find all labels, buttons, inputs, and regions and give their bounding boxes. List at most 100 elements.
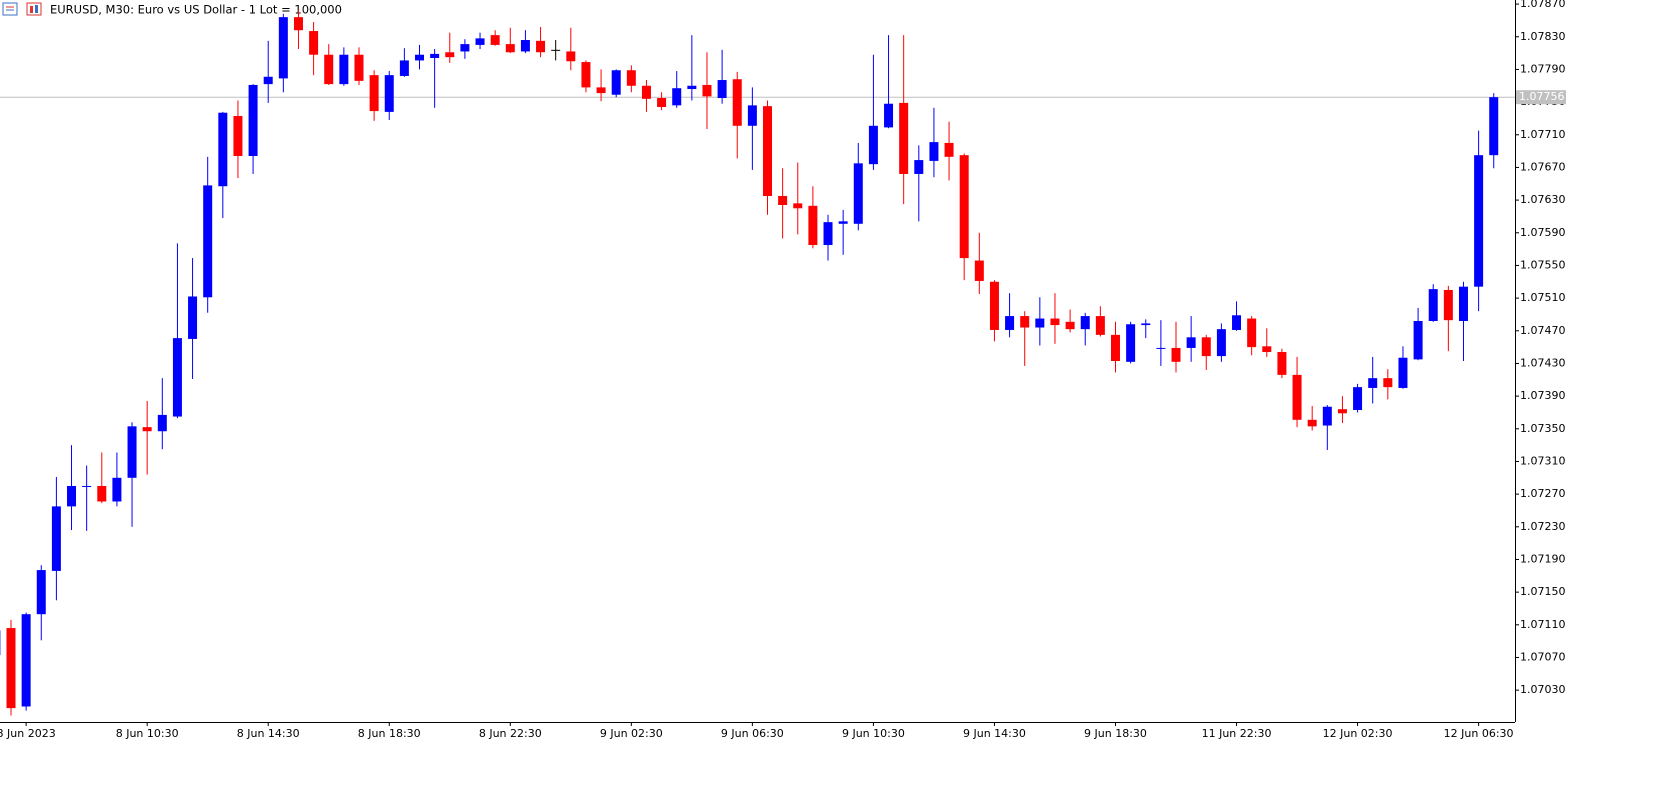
candle-body: [1458, 286, 1468, 321]
candle-body: [82, 485, 92, 487]
y-tick-label: 1.07270: [1520, 487, 1566, 500]
candle-body: [97, 485, 107, 502]
x-tick-label: 9 Jun 14:30: [963, 727, 1026, 740]
candle-body: [899, 102, 909, 174]
candle-body: [67, 485, 77, 507]
candle-body: [763, 106, 772, 197]
y-tick-label: 1.07670: [1520, 160, 1566, 173]
current-price-label: 1.07756: [1519, 90, 1565, 103]
y-tick-label: 1.07870: [1520, 0, 1566, 10]
x-tick-label: 9 Jun 02:30: [600, 727, 663, 740]
candle-body: [1489, 97, 1499, 156]
candle-body: [505, 44, 515, 53]
candle-body: [172, 338, 182, 417]
candle-body: [1307, 419, 1317, 427]
candle-body: [475, 38, 485, 45]
candle-body: [672, 88, 682, 106]
candle-body: [793, 203, 803, 209]
candle-body: [868, 125, 878, 165]
candle-body: [36, 570, 46, 615]
x-tick-label: 11 Jun 22:30: [1202, 727, 1272, 740]
candle-body: [354, 54, 364, 81]
candle-body: [1428, 289, 1438, 321]
candle-body: [1186, 337, 1196, 348]
x-tick-label: 9 Jun 06:30: [721, 727, 784, 740]
candle-body: [1095, 316, 1105, 335]
candle-body: [1443, 289, 1453, 321]
candle-body: [944, 142, 954, 157]
icon: [26, 2, 42, 16]
candle-body: [1277, 352, 1287, 375]
candle-body: [6, 628, 16, 709]
candle-body: [929, 142, 939, 161]
candle-body: [853, 163, 863, 224]
candle-body: [1035, 318, 1045, 328]
candle-body: [324, 54, 334, 85]
x-tick-label: 8 Jun 2023: [0, 727, 56, 740]
candle-body: [399, 60, 409, 76]
x-tick-label: 12 Jun 02:30: [1323, 727, 1393, 740]
y-tick-label: 1.07590: [1520, 226, 1566, 239]
y-tick-label: 1.07630: [1520, 193, 1566, 206]
candle-body: [1232, 315, 1242, 330]
icon-bar: [30, 6, 33, 13]
y-tick-label: 1.07350: [1520, 422, 1566, 435]
candle-body: [778, 196, 788, 206]
x-tick-label: 8 Jun 18:30: [358, 727, 421, 740]
candle-body: [626, 70, 636, 86]
candle-body: [21, 614, 31, 707]
candle-body: [687, 85, 697, 90]
candle-body: [1474, 155, 1484, 287]
chart-title: EURUSD, M30: Euro vs US Dollar - 1 Lot =…: [50, 3, 342, 17]
candle-body: [415, 54, 425, 61]
candle-body: [430, 53, 440, 58]
candle-body: [702, 84, 712, 97]
candle-body: [445, 52, 455, 58]
candle-body: [248, 84, 258, 156]
x-tick-label: 12 Jun 06:30: [1444, 727, 1514, 740]
candle-body: [536, 40, 546, 53]
x-tick-label: 9 Jun 10:30: [842, 727, 905, 740]
candle-body: [142, 427, 152, 432]
y-tick-label: 1.07470: [1520, 324, 1566, 337]
candle-body: [566, 51, 576, 62]
y-tick-label: 1.07510: [1520, 291, 1566, 304]
candle-body: [127, 426, 137, 478]
candle-body: [732, 79, 742, 126]
icon-bar: [35, 5, 38, 13]
candle-body: [914, 160, 924, 174]
candle-body: [1110, 334, 1120, 361]
x-tick-label: 9 Jun 18:30: [1084, 727, 1147, 740]
candle-body: [1201, 337, 1211, 357]
candles: [0, 9, 1499, 716]
candle-body: [1398, 357, 1408, 388]
candle-body: [974, 260, 984, 281]
candle-body: [1413, 320, 1423, 360]
y-tick-label: 1.07110: [1520, 618, 1566, 631]
y-tick-label: 1.07070: [1520, 650, 1566, 663]
candle-body: [1171, 347, 1181, 362]
y-tick-label: 1.07190: [1520, 552, 1566, 565]
current-price-box: [1516, 90, 1566, 105]
candle-body: [188, 296, 198, 339]
y-tick-label: 1.07390: [1520, 389, 1566, 402]
candle-body: [309, 31, 319, 55]
candle-body: [293, 17, 303, 31]
x-tick-label: 8 Jun 14:30: [237, 727, 300, 740]
candle-body: [384, 75, 394, 112]
y-tick-label: 1.07710: [1520, 128, 1566, 141]
candle-body: [838, 221, 848, 224]
candle-body: [278, 17, 288, 79]
icon: [2, 2, 18, 16]
symbol-icons: [2, 2, 42, 16]
candle-body: [1005, 316, 1015, 330]
candle-body: [1216, 329, 1226, 357]
candle-body: [1156, 347, 1166, 349]
candle-body: [808, 205, 818, 246]
candle-body: [1080, 316, 1090, 330]
candle-body: [1262, 346, 1272, 353]
y-tick-label: 1.07150: [1520, 585, 1566, 598]
candle-body: [717, 80, 727, 99]
